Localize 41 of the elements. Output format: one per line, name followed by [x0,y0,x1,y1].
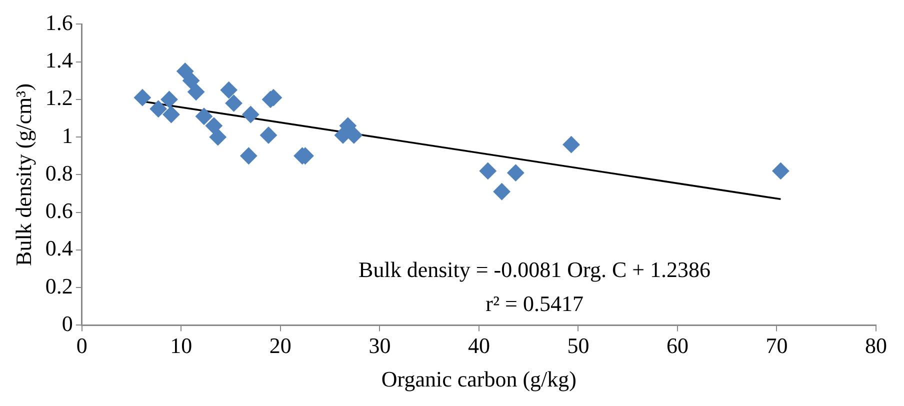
x-tick-label: 80 [865,333,887,358]
point [160,90,178,108]
point [176,62,194,80]
point [220,82,238,99]
y-tick-label: 0.2 [45,273,73,298]
point [134,89,151,106]
point [507,164,524,182]
x-tick-label: 60 [666,333,688,358]
x-tick-label: 70 [766,333,788,358]
point [562,136,580,154]
point [182,72,200,90]
y-tick-label: 0.4 [45,236,73,261]
y-tick-label: 1.4 [45,48,73,73]
x-tick-label: 20 [269,333,292,358]
x-tick-label: 30 [368,333,391,358]
y-axis-title: Bulk density (g/cm³) [10,83,36,266]
point [150,100,167,118]
point [162,106,180,123]
x-tick-label: 40 [468,333,490,358]
point [493,183,510,200]
point [209,128,226,146]
y-tick-label: 1.6 [45,10,73,35]
point [195,108,212,125]
y-tick-label: 1.2 [45,85,73,110]
point [772,162,790,180]
point [188,83,205,100]
annotation: r² = 0.5417 [486,290,584,316]
x-tick-label: 50 [567,333,590,358]
point [479,162,496,180]
point [205,117,222,134]
x-tick-label: 10 [170,333,192,358]
point [260,126,278,144]
y-tick-label: 0.6 [45,198,73,224]
annotation: Bulk density = -0.0081 Org. C + 1.2386 [358,256,711,282]
point [242,106,260,123]
y-tick-label: 1 [62,122,73,148]
point [240,147,258,164]
y-tick-label: 0 [62,310,73,336]
y-tick-label: 0.8 [45,160,73,186]
point [225,94,242,112]
x-axis-title: Organic carbon (g/kg) [381,366,576,392]
